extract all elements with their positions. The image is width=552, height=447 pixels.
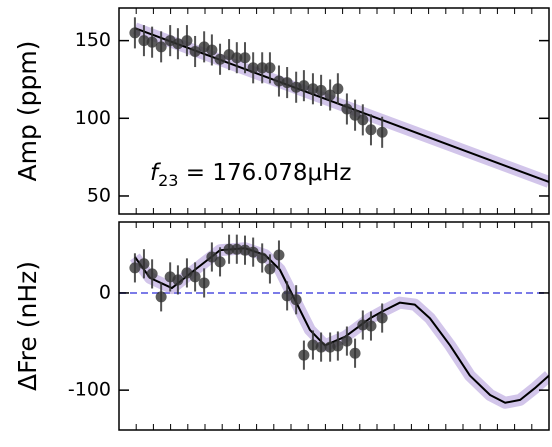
data-point xyxy=(341,335,353,347)
data-point xyxy=(214,53,226,65)
data-point xyxy=(146,36,158,48)
data-point xyxy=(341,103,353,115)
axes-frame xyxy=(118,7,550,215)
data-point xyxy=(281,290,293,302)
data-point xyxy=(264,263,276,275)
data-point xyxy=(181,35,193,47)
fit-band xyxy=(130,242,549,409)
y-tick-label: 100 xyxy=(75,107,111,129)
data-point xyxy=(129,27,141,39)
data-point xyxy=(290,294,302,306)
data-point xyxy=(247,62,259,74)
data-point xyxy=(315,84,327,96)
data-point xyxy=(376,126,388,138)
annotation-subscript: 23 xyxy=(158,171,178,190)
data-point xyxy=(324,89,336,101)
data-point xyxy=(189,271,201,283)
plot-area xyxy=(119,234,549,409)
data-point xyxy=(281,77,293,89)
data-point xyxy=(231,52,243,64)
plot-area xyxy=(129,17,549,188)
data-point xyxy=(239,52,251,64)
y-tick-label: -100 xyxy=(68,379,111,401)
data-point xyxy=(349,347,361,359)
data-point xyxy=(273,75,285,87)
data-point xyxy=(129,262,141,274)
data-point xyxy=(206,251,218,263)
data-point xyxy=(264,62,276,74)
annotation-text: = 176.078μHz xyxy=(178,160,351,186)
data-point xyxy=(231,243,243,255)
data-point xyxy=(198,277,210,289)
data-point xyxy=(138,35,150,47)
data-point xyxy=(138,258,150,270)
y-tick-label: 0 xyxy=(99,281,111,303)
data-point xyxy=(223,243,235,255)
data-point xyxy=(307,83,319,95)
data-point xyxy=(357,114,369,126)
data-point xyxy=(155,291,167,303)
data-point xyxy=(172,38,184,50)
axes-frame xyxy=(118,221,550,431)
data-point xyxy=(273,249,285,261)
data-point xyxy=(256,62,268,74)
data-point xyxy=(256,252,268,264)
data-point xyxy=(376,312,388,324)
data-point xyxy=(146,268,158,280)
data-point xyxy=(247,246,259,258)
annotation: f23 = 176.078μHz xyxy=(150,160,351,190)
y-tick-label: 50 xyxy=(87,184,111,206)
data-point xyxy=(365,124,377,136)
data-point xyxy=(189,45,201,57)
data-point xyxy=(172,274,184,286)
data-point xyxy=(357,319,369,331)
y-axis-label: Amp (ppm) xyxy=(13,41,42,182)
data-point xyxy=(181,267,193,279)
data-point xyxy=(332,83,344,95)
y-axis-label: ΔFre (nHz) xyxy=(13,261,42,391)
y-tick-label: 150 xyxy=(75,29,111,51)
data-point xyxy=(298,80,310,92)
data-point xyxy=(214,256,226,268)
data-point xyxy=(155,41,167,53)
data-point xyxy=(365,320,377,332)
data-point xyxy=(332,340,344,352)
data-point xyxy=(315,341,327,353)
annotation-symbol: f xyxy=(150,160,161,186)
data-point xyxy=(206,44,218,56)
data-point xyxy=(298,349,310,361)
